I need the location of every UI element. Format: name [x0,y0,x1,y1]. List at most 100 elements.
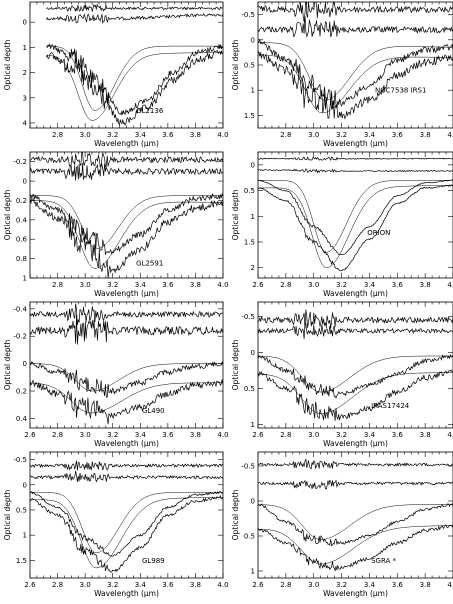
x-tick-label: 3.4 [135,431,147,439]
spectrum-series-4 [258,369,453,422]
x-tick-label: 3.4 [364,431,376,439]
spectrum-series-4 [30,495,223,573]
x-tick-label: 3.4 [135,581,147,589]
x-tick-label: 3.2 [336,131,347,139]
y-tick-label: 0.2 [16,197,27,205]
plot-frame [257,451,453,579]
y-tick-label: 0.6 [16,236,28,244]
spectrum-series-2 [46,12,223,25]
spectrum-series-4 [258,524,453,572]
spectrum-series-1 [30,152,223,169]
y-tick-label: -0.2 [13,333,27,341]
x-tick-label: 4.0 [447,131,453,139]
x-axis-title: Wavelength (μm) [323,289,388,298]
x-tick-label: 3.6 [162,281,174,289]
y-tick-label: 0.4 [16,216,28,224]
spectrum-series-2 [258,168,453,174]
y-tick-label: -0.5 [13,456,27,464]
ice-model-fit-1 [30,492,223,554]
x-tick-label: 3.6 [392,431,404,439]
y-tick-label: 0.5 [244,385,255,393]
ice-model-fit-1 [46,45,223,111]
x-tick-label: 3.8 [190,131,201,139]
y-tick-label: 0 [23,360,27,368]
x-tick-label: 3.0 [308,131,319,139]
plot-frame [29,301,224,429]
x-tick-label: 3.2 [107,281,118,289]
x-axis-title: Wavelength (μm) [94,139,159,148]
y-tick-label: 1 [251,213,255,221]
x-tick-label: 3.6 [392,131,404,139]
x-tick-label: 2.8 [52,131,63,139]
object-label: IRAS17424 [371,402,410,410]
spectrum-series-3 [46,43,223,116]
x-tick-label: 2.6 [252,281,264,289]
ice-model-fit-1 [30,363,223,392]
spectrum-series-2 [30,314,223,345]
y-tick-label: 0 [251,349,255,357]
spectrum-series-1 [258,458,453,470]
x-tick-label: 2.8 [280,131,291,139]
x-tick-label: 3.2 [107,431,118,439]
object-label: NGC7538 IRS1 [375,87,426,95]
x-tick-label: 3.0 [308,431,319,439]
x-tick-label: 3.2 [336,281,347,289]
y-tick-label: -0.2 [13,158,27,166]
panel-ngc7538-irs1: 2.8 3.0 3.2 3.4 3.6 3.8 4.0 Wavelength (μm) -0.5… [231,1,453,148]
ice-model-fit-2 [258,372,453,414]
spectrum-series-2 [30,470,223,483]
x-axis-title: Wavelength (μm) [323,439,388,448]
spectrum-series-2 [258,321,453,340]
x-tick-label: 4.0 [217,131,228,139]
ice-model-fit-1 [258,504,453,540]
spectrum-series-3 [258,354,453,399]
x-tick-label: 4.0 [217,581,228,589]
x-tick-label: 3.0 [308,281,319,289]
y-axis-title: Optical depth [3,189,12,240]
x-tick-label: 3.0 [308,581,319,589]
x-axis-title: Wavelength (μm) [323,139,388,148]
ice-model-fit-2 [258,185,453,268]
y-tick-label: 1 [23,44,27,52]
spectrum-series-3 [30,490,223,557]
x-axis-title: Wavelength (μm) [94,589,159,598]
spectrum-series-1 [258,309,453,329]
y-tick-label: 0.5 [244,62,255,70]
ice-model-fit-1 [258,180,453,253]
x-tick-label: 3.0 [80,581,91,589]
y-tick-label: 0.5 [244,187,255,195]
x-tick-label: 2.8 [280,281,291,289]
x-tick-label: 3.4 [364,281,376,289]
spectrum-series-4 [258,50,453,120]
ice-model-fit-2 [46,52,223,121]
ice-model-fit-2 [258,54,453,114]
y-tick-label: 0 [251,161,255,169]
x-tick-label: 3.6 [392,281,404,289]
plot-frame [257,1,453,129]
y-tick-label: 0.8 [16,255,27,263]
panel-gl2136: 2.8 3.0 3.2 3.4 3.6 3.8 4.0 Wavelength (μm) 0 1 2 3… [3,1,229,148]
x-tick-label: 4.0 [447,581,453,589]
spectrum-series-3 [30,360,223,398]
y-tick-label: 0 [251,36,255,44]
y-tick-label: 2 [251,264,255,272]
object-label: GL2591 [136,259,163,267]
spectrum-series-4 [30,379,223,425]
y-tick-label: 0 [23,481,27,489]
y-tick-label: -0.5 [241,313,255,321]
x-tick-label: 3.8 [190,581,201,589]
x-tick-label: 3.4 [135,131,147,139]
x-tick-label: 3.2 [107,581,118,589]
x-tick-label: 4.0 [217,281,228,289]
x-tick-label: 2.6 [252,431,264,439]
x-tick-label: 3.6 [162,131,174,139]
x-tick-label: 2.6 [24,581,36,589]
x-tick-label: 3.8 [420,581,431,589]
spectrum-series-2 [258,479,453,490]
object-label: SGRA * [371,557,396,565]
y-axis-title: Optical depth [231,189,240,240]
spectrum-series-4 [46,49,223,127]
object-label: ORION [367,229,390,237]
x-tick-label: 3.2 [107,131,118,139]
